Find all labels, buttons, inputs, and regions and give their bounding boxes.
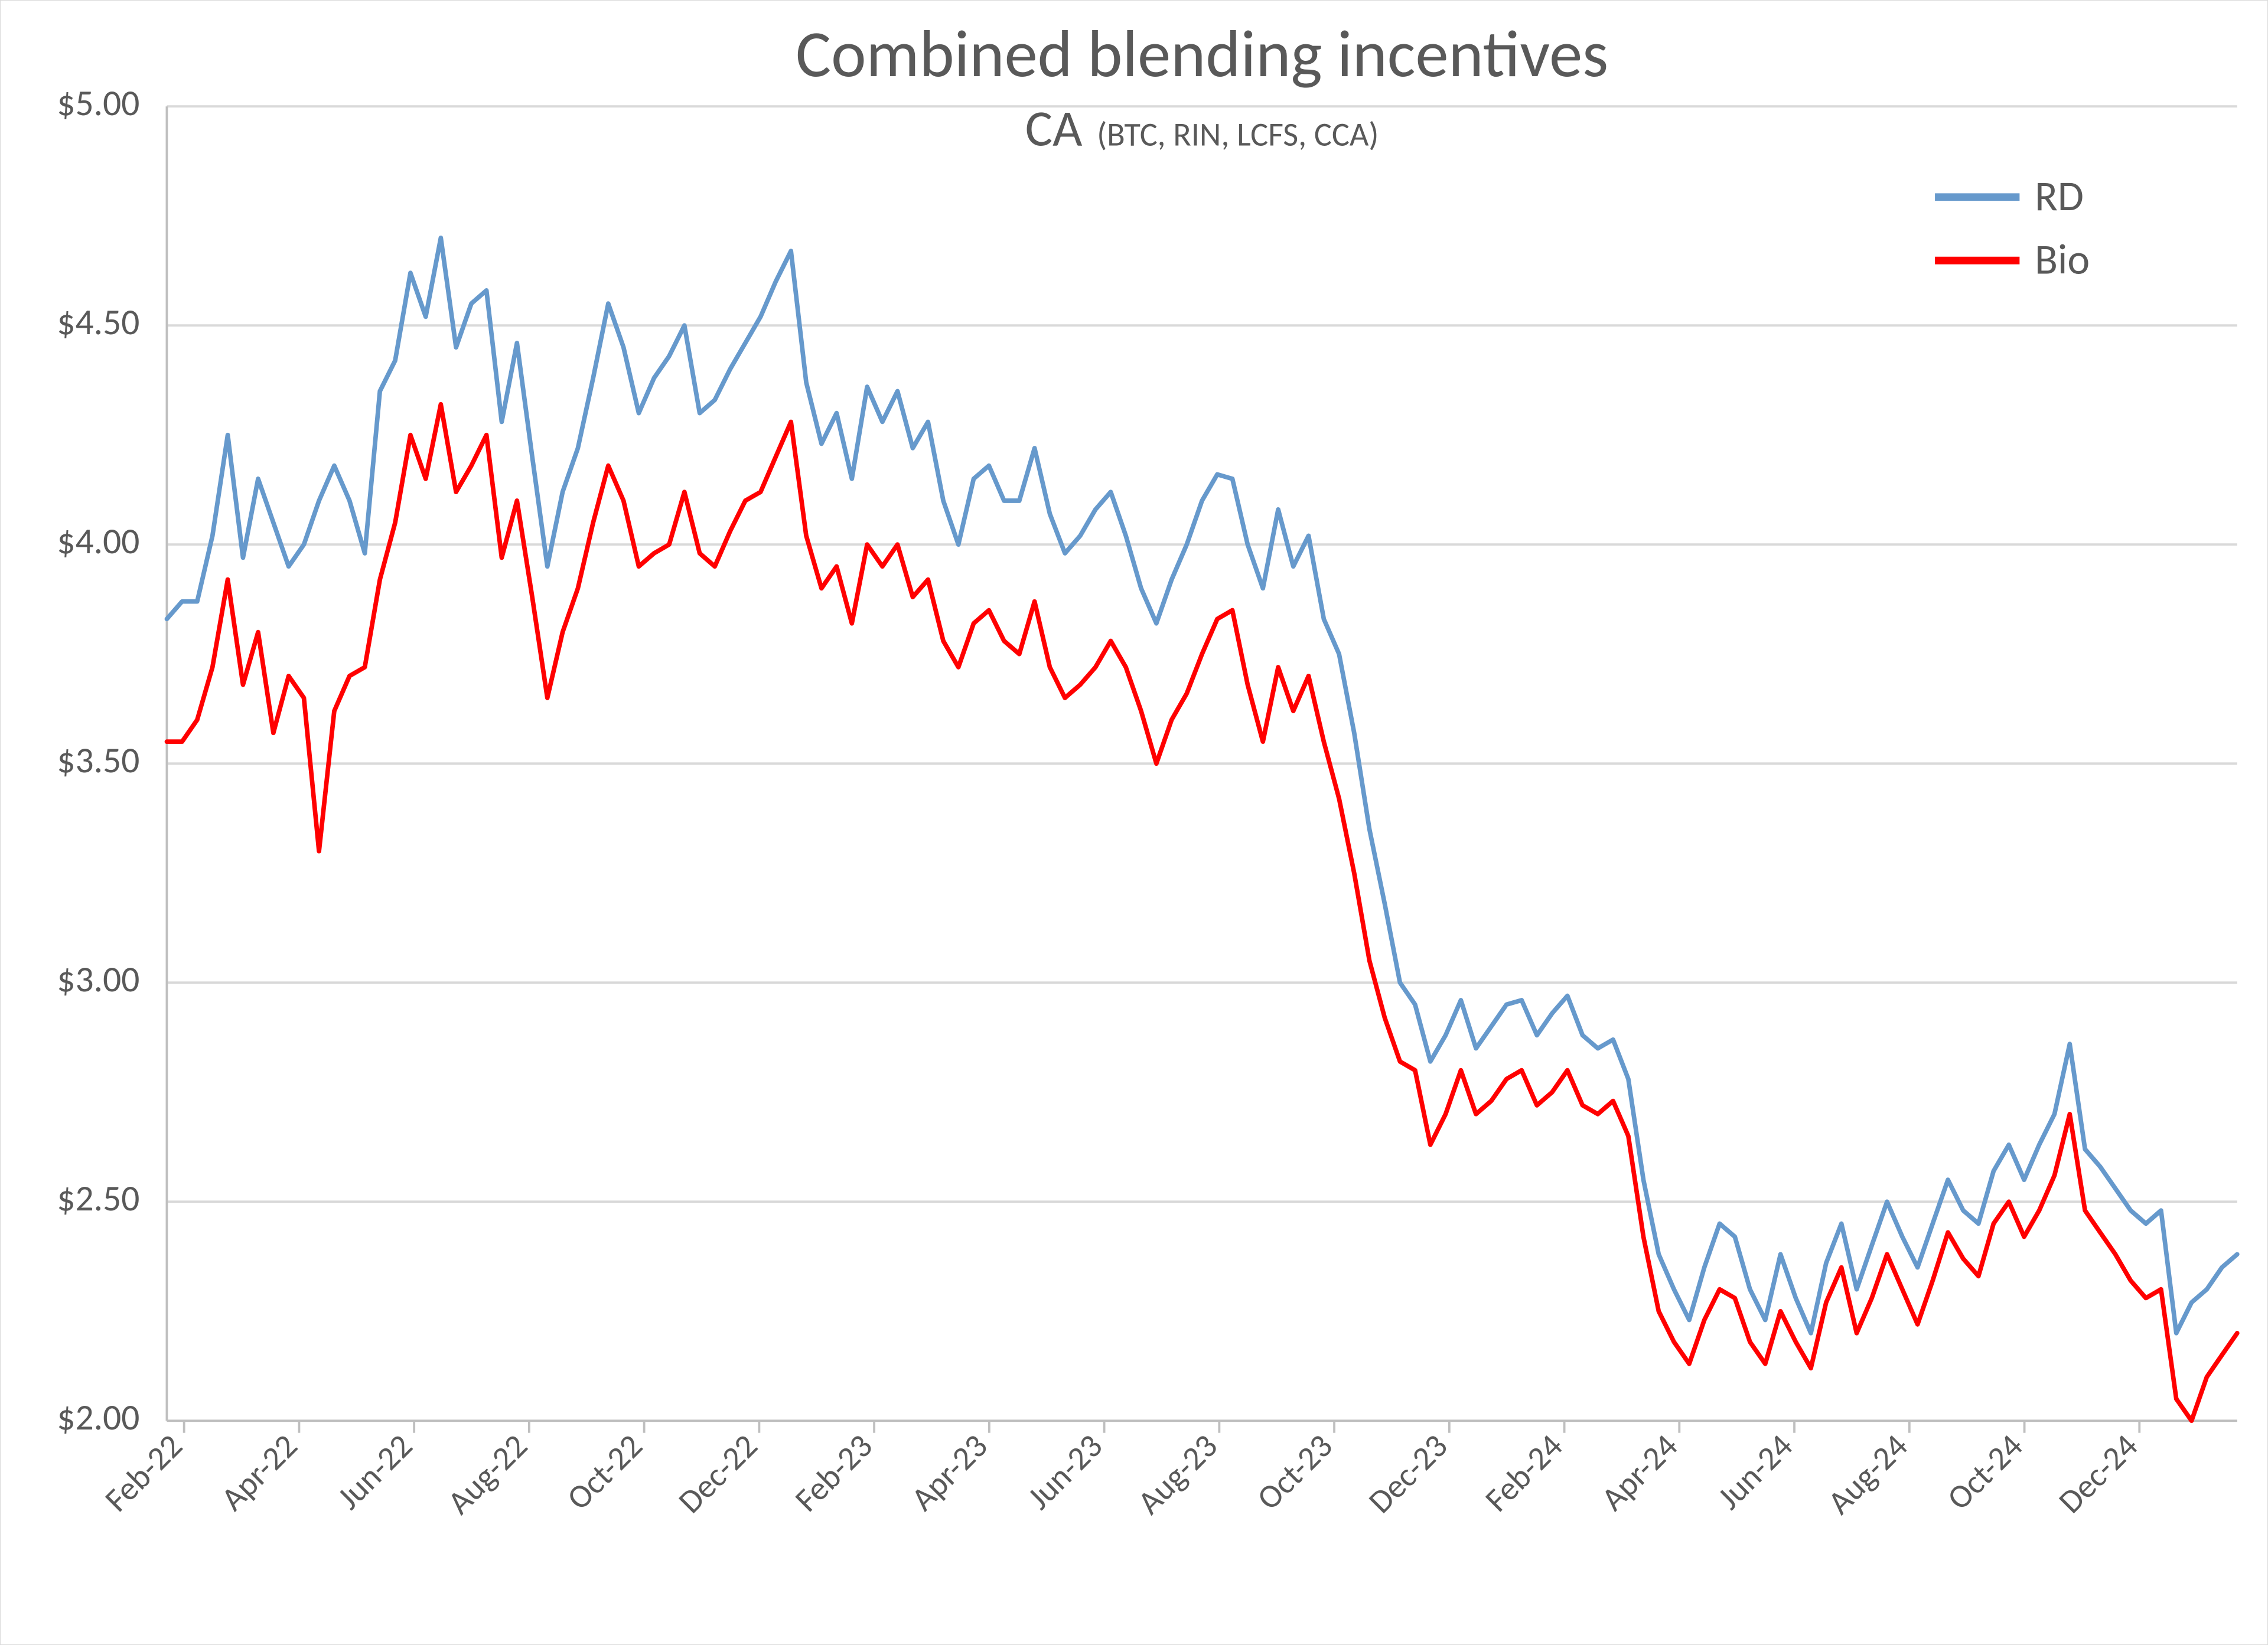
blending-incentives-chart: $2.00 $2.50 $3.00 $3.50 $4.00 $4.50 $5.00 Feb-… [1,1,2267,1644]
x-tick-label: Aug-22 [439,1426,536,1523]
y-tick-label: $5.00 [57,81,139,125]
x-tick-label: Dec-22 [670,1426,765,1522]
x-tick-label: Apr-24 [1593,1426,1686,1519]
x-tick-label: Feb-24 [1477,1426,1571,1520]
y-tick-label: $3.50 [57,739,139,782]
x-tick-label: Jun-24 [1709,1426,1801,1518]
x-tick-label: Feb-23 [787,1426,881,1520]
legend-label-bio: Bio [2035,234,2090,285]
subtitle-prefix: CA [1025,97,1083,160]
x-tick-label: Oct-22 [558,1426,651,1519]
x-tick-label: Apr-22 [213,1426,306,1519]
chart-title: Combined blending incentives [796,14,1608,94]
y-tick-label: $4.50 [57,301,139,344]
x-tick-label: Jun-22 [329,1426,421,1518]
x-tick-label: Dec-24 [2050,1426,2146,1522]
x-tick-label: Aug-24 [1819,1426,1916,1523]
x-tick-label: Apr-23 [902,1426,996,1519]
y-tick-label: $4.00 [57,520,139,563]
subtitle-detail: (BTC, RIN, LCFS, CCA) [1097,115,1379,155]
y-axis-tick-labels: $2.00 $2.50 $3.00 $3.50 $4.00 $4.50 $5.00 [57,81,139,1440]
x-tick-label: Dec-23 [1360,1426,1456,1522]
x-tick-label: Aug-23 [1129,1426,1226,1523]
y-tick-label: $2.50 [57,1177,139,1220]
y-tick-label: $2.00 [57,1396,139,1440]
legend-label-rd: RD [2035,171,2084,222]
chart-container: { "chart": { "type": "line", "title": "C… [0,0,2268,1645]
y-tick-label: $3.00 [57,958,139,1001]
x-tick-label: Oct-24 [1938,1426,2031,1519]
x-tick-label: Feb-22 [96,1426,191,1520]
x-tick-label: Oct-23 [1249,1426,1341,1519]
x-axis-tick-labels: Feb-22Apr-22Jun-22Aug-22Oct-22Dec-22Feb-… [96,1421,2146,1523]
x-tick-label: Jun-23 [1019,1426,1111,1518]
